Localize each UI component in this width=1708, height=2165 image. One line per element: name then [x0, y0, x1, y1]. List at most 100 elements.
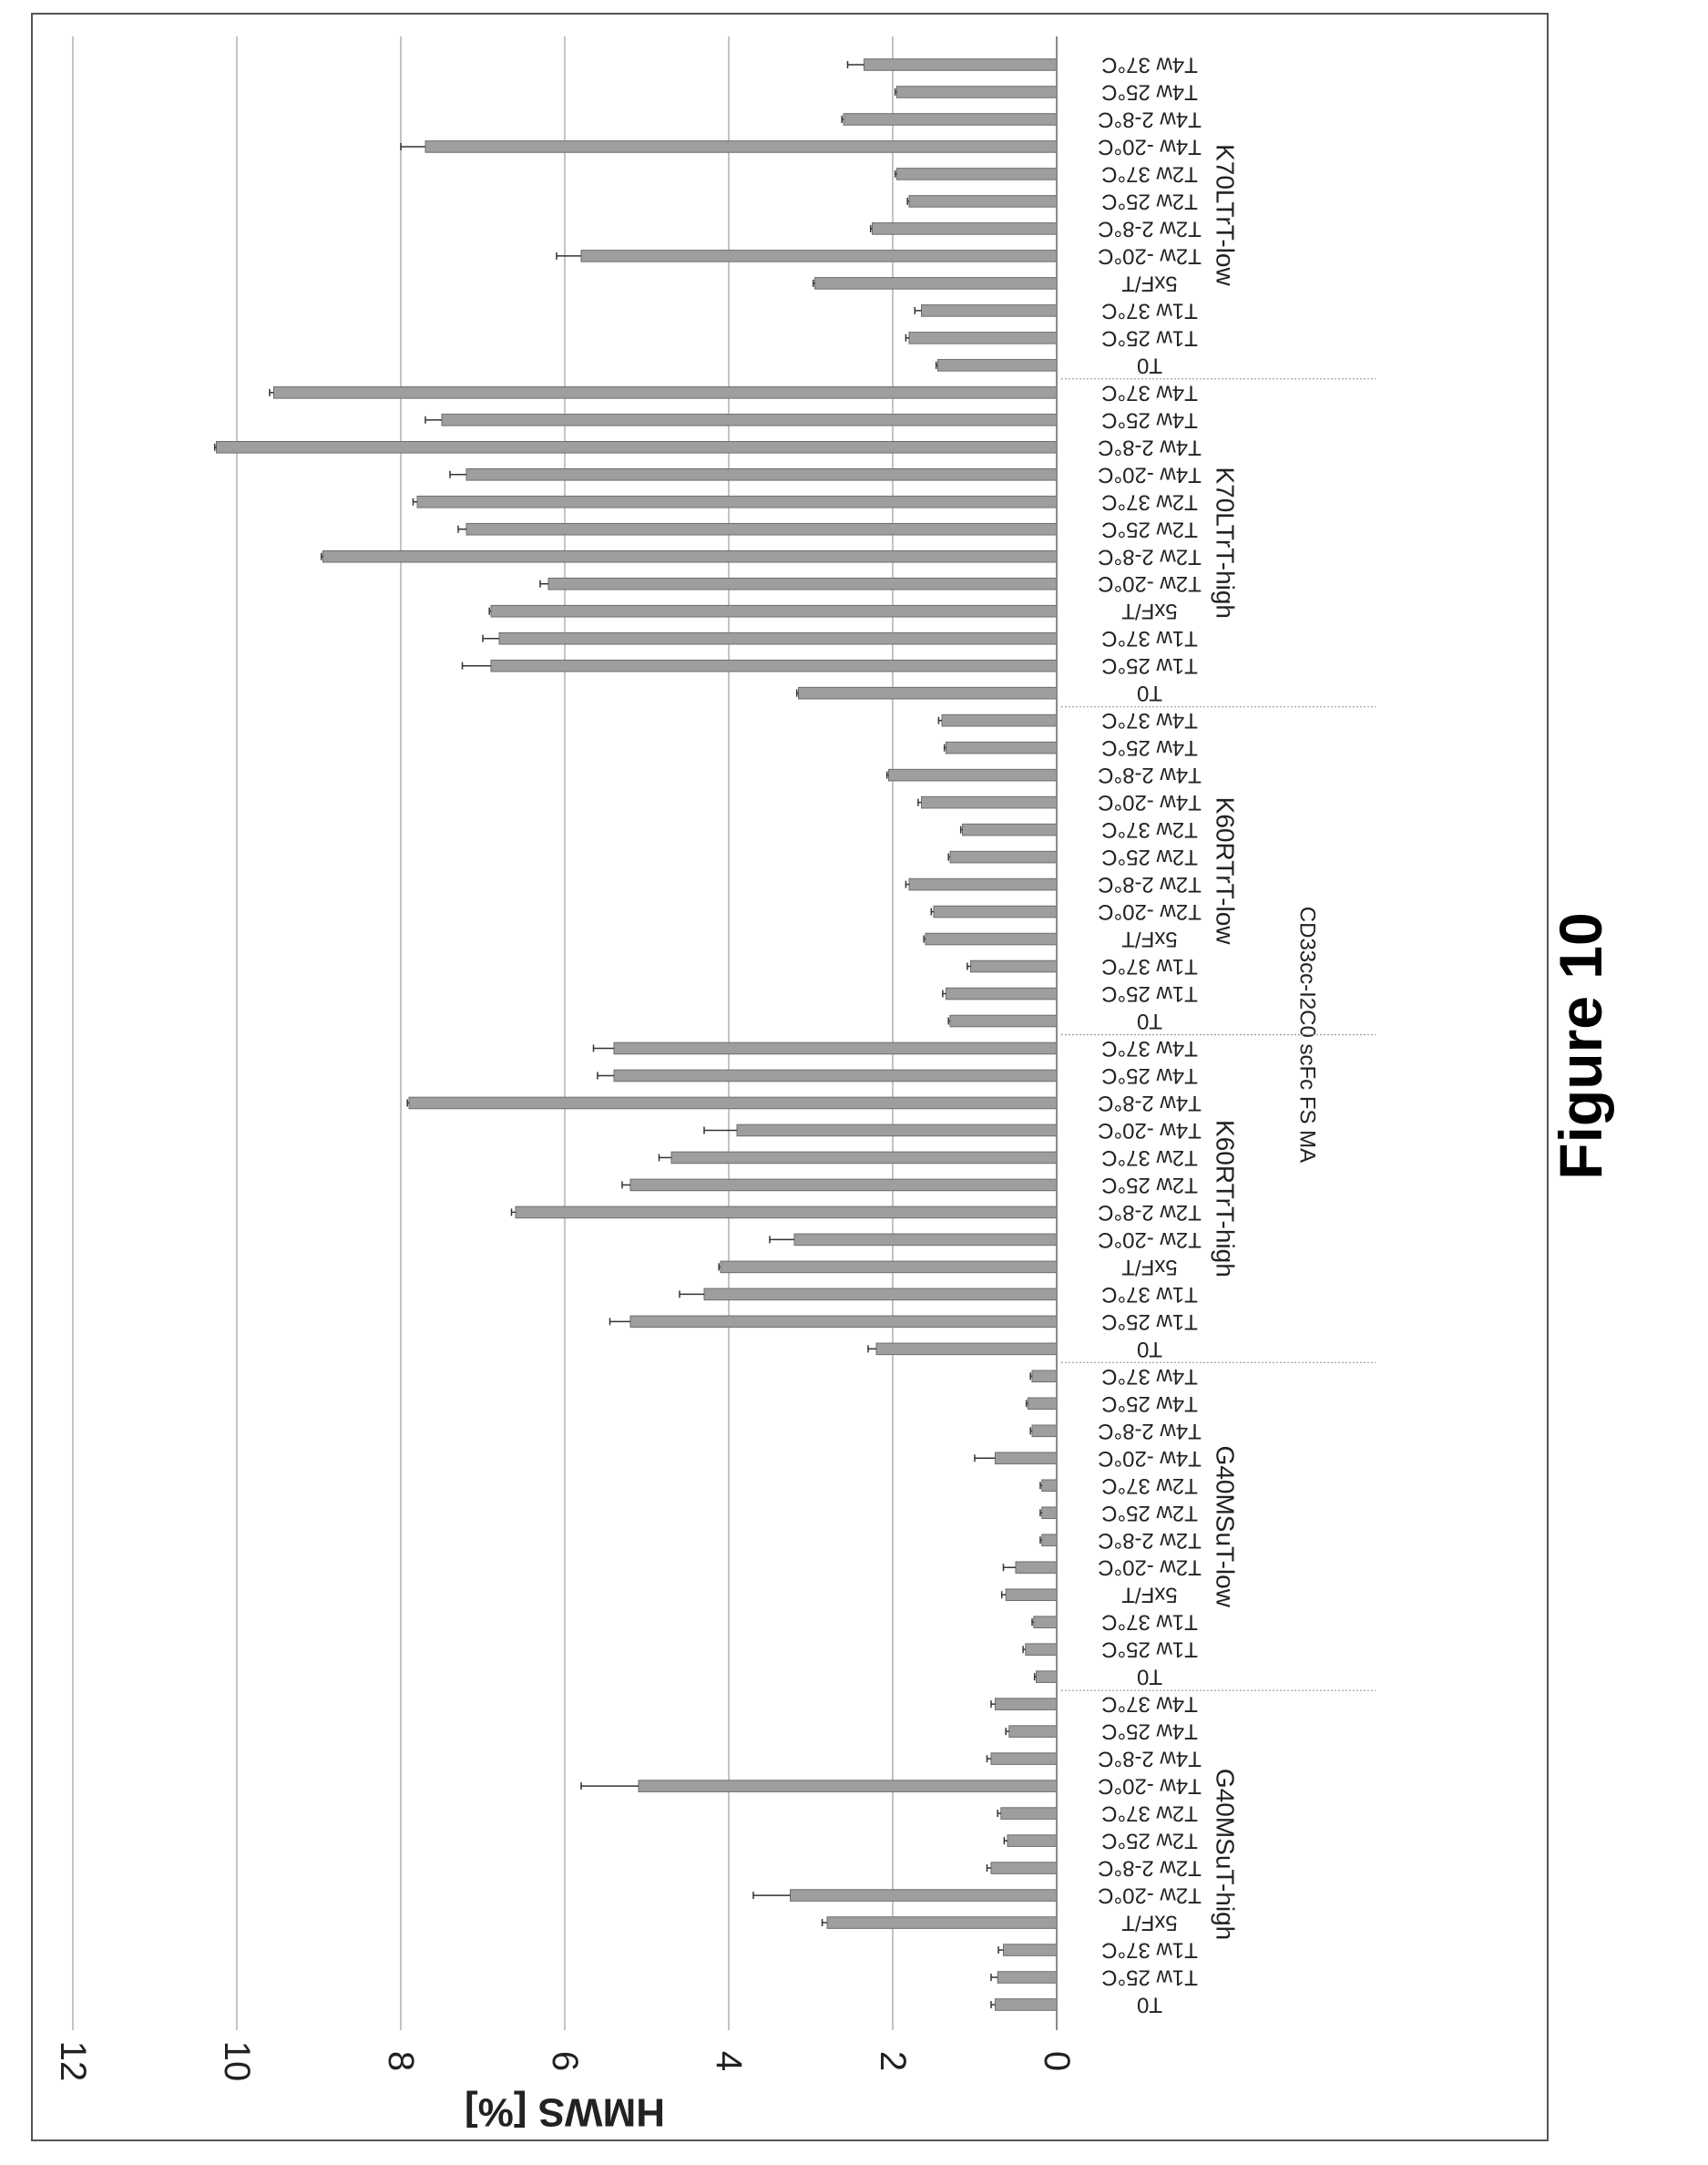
category-label-K70LTrT-low-5xF/T: 5xF/T [1121, 271, 1178, 295]
bar-G40MSuT-low-T4w -20°C [995, 1452, 1058, 1465]
bar-G40MSuT-high-T2w 25°C [1007, 1834, 1058, 1847]
category-label-G40MSuT-low-T1w 25°C: T1w 25°C [1101, 1637, 1198, 1662]
bar-K70LTrT-high-T2w -20°C [547, 577, 1058, 590]
bar-K60RTrT-low-T2w 2-8°C [908, 877, 1058, 891]
category-label-K60RTrT-low-T4w 2-8°C: T4w 2-8°C [1098, 763, 1202, 787]
category-label-G40MSuT-high-T2w 25°C: T2w 25°C [1101, 1829, 1198, 1853]
bar-G40MSuT-high-T4w -20°C [638, 1780, 1058, 1792]
category-label-K60RTrT-low-T4w -20°C: T4w -20°C [1098, 790, 1202, 815]
bar-K70LTrT-low-T2w 2-8°C [872, 222, 1058, 235]
category-label-G40MSuT-high-T2w 2-8°C: T2w 2-8°C [1098, 1856, 1202, 1881]
category-label-K70LTrT-high-T1w 37°C: T1w 37°C [1101, 626, 1198, 651]
bar-G40MSuT-high-T2w 37°C [1000, 1807, 1058, 1820]
category-label-G40MSuT-high-T4w 37°C: T4w 37°C [1101, 1692, 1198, 1717]
category-label-K70LTrT-low-T4w 37°C: T4w 37°C [1101, 52, 1198, 77]
category-label-K60RTrT-high-T2w 37°C: T2w 37°C [1101, 1145, 1198, 1170]
bar-K70LTrT-high-5xF/T [490, 604, 1058, 618]
category-label-K60RTrT-high-T2w -20°C: T2w -20°C [1098, 1227, 1202, 1252]
category-label-K60RTrT-low-T2w -20°C: T2w -20°C [1098, 899, 1202, 924]
category-label-K70LTrT-low-T4w 25°C: T4w 25°C [1101, 79, 1198, 104]
category-label-G40MSuT-low-T2w 37°C: T2w 37°C [1101, 1473, 1198, 1498]
bar-K70LTrT-low-T2w 25°C [908, 195, 1058, 208]
bar-K60RTrT-low-T4w -20°C [921, 795, 1058, 809]
bar-K70LTrT-high-T1w 25°C [490, 659, 1058, 672]
bar-K70LTrT-low-T2w 37°C [896, 168, 1058, 180]
category-label-K70LTrT-high-T4w 2-8°C: T4w 2-8°C [1098, 435, 1202, 459]
category-label-K60RTrT-low-T1w 37°C: T1w 37°C [1101, 954, 1198, 979]
chart-frame [31, 13, 1549, 2141]
bar-K60RTrT-high-T2w 2-8°C [515, 1206, 1058, 1219]
bar-K60RTrT-high-5xF/T [720, 1260, 1058, 1274]
bar-K60RTrT-low-T1w 25°C [946, 987, 1058, 1000]
bar-G40MSuT-low-T2w 2-8°C [1041, 1534, 1058, 1547]
bar-K70LTrT-low-T2w -20°C [580, 250, 1058, 262]
category-label-G40MSuT-low-T0: T0 [1137, 1665, 1162, 1689]
category-label-K70LTrT-high-T4w 25°C: T4w 25°C [1101, 407, 1198, 432]
category-label-G40MSuT-high-T4w -20°C: T4w -20°C [1098, 1774, 1202, 1799]
bar-K70LTrT-high-T2w 25°C [465, 522, 1058, 536]
bar-G40MSuT-low-T1w 37°C [1033, 1616, 1058, 1628]
category-label-G40MSuT-low-5xF/T: 5xF/T [1121, 1583, 1178, 1607]
bar-K60RTrT-high-T4w -20°C [736, 1124, 1058, 1137]
category-label-K70LTrT-high-T2w 2-8°C: T2w 2-8°C [1098, 544, 1202, 569]
bar-K60RTrT-high-T1w 37°C [703, 1288, 1058, 1301]
category-label-K70LTrT-low-T0: T0 [1137, 353, 1162, 377]
category-label-K60RTrT-high-T4w 37°C: T4w 37°C [1101, 1036, 1198, 1061]
category-label-K60RTrT-high-T1w 25°C: T1w 25°C [1101, 1309, 1198, 1334]
bar-G40MSuT-high-5xF/T [826, 1916, 1058, 1929]
bar-K60RTrT-low-T4w 2-8°C [888, 768, 1058, 782]
bar-K70LTrT-low-T4w 25°C [896, 86, 1058, 98]
category-label-K70LTrT-high-T2w 37°C: T2w 37°C [1101, 489, 1198, 514]
bar-K70LTrT-high-T4w 2-8°C [216, 441, 1058, 454]
bar-G40MSuT-high-T4w 2-8°C [990, 1752, 1058, 1765]
bar-K60RTrT-low-T2w 25°C [949, 850, 1058, 864]
group-label-K70LTrT-high: K70LTrT-high [1212, 467, 1240, 619]
category-label-K60RTrT-high-T2w 25°C: T2w 25°C [1101, 1173, 1198, 1197]
bar-K70LTrT-high-T4w -20°C [465, 467, 1058, 481]
category-label-K60RTrT-high-5xF/T: 5xF/T [1121, 1255, 1178, 1279]
category-label-K60RTrT-low-T2w 2-8°C: T2w 2-8°C [1098, 872, 1202, 897]
group-label-K60RTrT-low: K60RTrT-low [1212, 797, 1240, 946]
bar-K60RTrT-high-T4w 37°C [613, 1041, 1058, 1055]
category-label-K70LTrT-low-T1w 25°C: T1w 25°C [1101, 325, 1198, 350]
bar-G40MSuT-high-T2w -20°C [790, 1889, 1058, 1902]
category-label-K60RTrT-high-T4w 2-8°C: T4w 2-8°C [1098, 1091, 1202, 1115]
category-label-K70LTrT-low-T4w -20°C: T4w -20°C [1098, 134, 1202, 159]
bar-G40MSuT-low-T4w 37°C [1031, 1370, 1058, 1383]
category-label-K60RTrT-low-T4w 25°C: T4w 25°C [1101, 735, 1198, 760]
y-axis-title: HMWS [%] [465, 2090, 665, 2135]
tick-label-10: 10 [217, 2041, 257, 2082]
group-label-K70LTrT-low: K70LTrT-low [1212, 144, 1240, 286]
category-label-K70LTrT-low-T4w 2-8°C: T4w 2-8°C [1098, 107, 1202, 131]
bar-K60RTrT-low-5xF/T [925, 932, 1058, 946]
bar-G40MSuT-high-T0 [995, 1998, 1058, 2011]
bar-K70LTrT-low-T1w 37°C [921, 304, 1058, 317]
bar-G40MSuT-high-T1w 25°C [997, 1971, 1058, 1984]
category-label-K60RTrT-high-T4w -20°C: T4w -20°C [1098, 1118, 1202, 1143]
category-label-G40MSuT-low-T1w 37°C: T1w 37°C [1101, 1610, 1198, 1635]
category-label-K70LTrT-low-T2w 2-8°C: T2w 2-8°C [1098, 216, 1202, 241]
tick-label-0: 0 [1037, 2051, 1077, 2071]
bar-K70LTrT-low-T0 [937, 359, 1058, 372]
bar-G40MSuT-high-T2w 2-8°C [990, 1862, 1058, 1874]
bar-G40MSuT-high-T4w 37°C [995, 1698, 1058, 1710]
category-label-K70LTrT-low-T1w 37°C: T1w 37°C [1101, 298, 1198, 323]
group-label-K60RTrT-high: K60RTrT-high [1212, 1120, 1240, 1277]
bar-K70LTrT-high-T4w 25°C [441, 414, 1058, 426]
category-label-K60RTrT-high-T0: T0 [1137, 1337, 1162, 1361]
category-label-G40MSuT-high-T1w 25°C: T1w 25°C [1101, 1965, 1198, 1990]
category-label-K70LTrT-high-T0: T0 [1137, 681, 1162, 705]
category-label-G40MSuT-low-T4w 25°C: T4w 25°C [1101, 1391, 1198, 1416]
bar-K70LTrT-high-T2w 2-8°C [322, 549, 1058, 563]
bar-G40MSuT-low-T2w -20°C [1015, 1561, 1058, 1575]
bar-K70LTrT-low-5xF/T [814, 277, 1058, 290]
bar-K60RTrT-high-T0 [875, 1342, 1058, 1356]
bar-K70LTrT-high-T2w 37°C [416, 495, 1058, 508]
category-label-K70LTrT-low-T2w 37°C: T2w 37°C [1101, 161, 1198, 186]
tick-label-4: 4 [709, 2051, 749, 2071]
category-label-K70LTrT-high-5xF/T: 5xF/T [1121, 599, 1178, 623]
category-label-K70LTrT-low-T2w -20°C: T2w -20°C [1098, 243, 1202, 268]
category-label-G40MSuT-low-T2w 25°C: T2w 25°C [1101, 1501, 1198, 1525]
category-label-K70LTrT-high-T4w -20°C: T4w -20°C [1098, 462, 1202, 487]
category-label-G40MSuT-high-T1w 37°C: T1w 37°C [1101, 1938, 1198, 1963]
